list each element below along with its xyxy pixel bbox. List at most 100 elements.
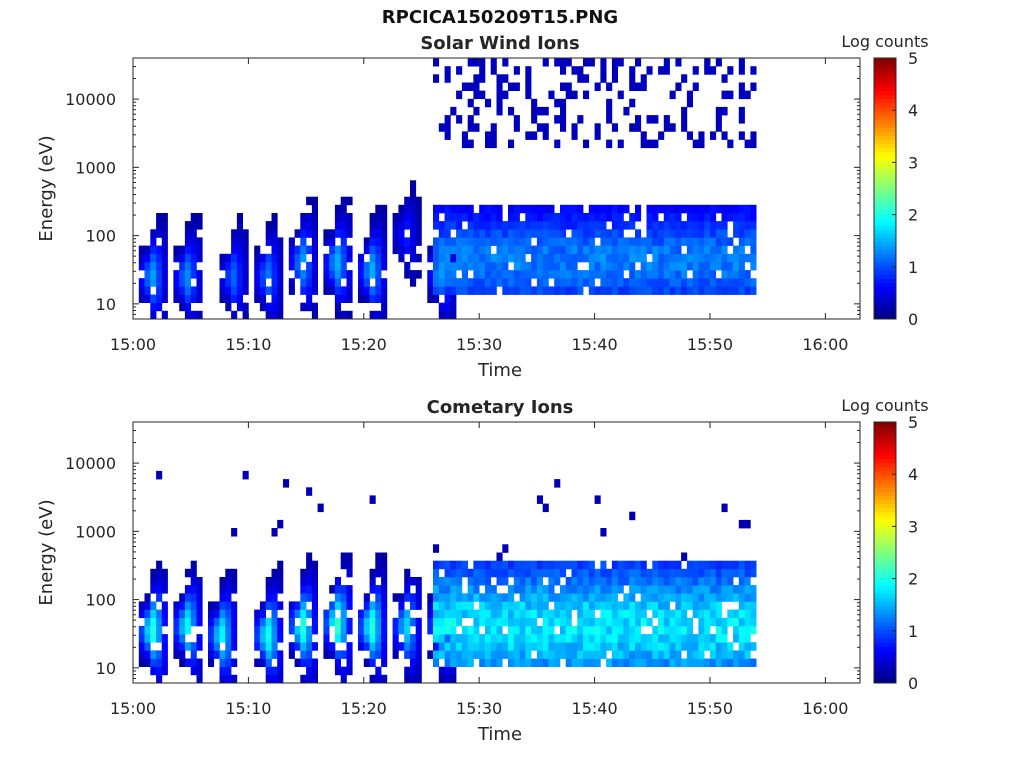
- heatmap-cell: [490, 286, 497, 295]
- heatmap-cell: [583, 229, 590, 238]
- heatmap-cell: [173, 278, 180, 287]
- plot-frame: [132, 57, 861, 320]
- heatmap-cell: [681, 237, 688, 246]
- colorbar-segment: [874, 666, 896, 672]
- heatmap-cell: [692, 601, 699, 610]
- heatmap-cell: [536, 213, 543, 222]
- heatmap-cell: [548, 286, 555, 295]
- heatmap-cell: [525, 204, 532, 214]
- heatmap-cell: [611, 593, 618, 602]
- heatmap-cell: [710, 601, 717, 610]
- heatmap-cell: [161, 601, 168, 610]
- heatmap-cell: [300, 609, 307, 619]
- heatmap-cell: [710, 270, 717, 279]
- heatmap-cell: [381, 310, 388, 320]
- heatmap-cell: [277, 666, 284, 676]
- heatmap-cell: [311, 674, 318, 684]
- heatmap-cell: [375, 650, 382, 659]
- heatmap-cell: [190, 568, 197, 578]
- heatmap-cell: [698, 650, 705, 659]
- heatmap-cell: [560, 286, 567, 295]
- heatmap-cell: [346, 642, 353, 651]
- heatmap-cell: [410, 270, 417, 279]
- heatmap-cell: [727, 253, 734, 263]
- heatmap-cell: [669, 650, 676, 659]
- heatmap-cell: [519, 642, 526, 651]
- colorbar-segment: [874, 111, 896, 116]
- heatmap-cell: [646, 270, 653, 279]
- heatmap-cell: [381, 213, 388, 222]
- heatmap-cell: [548, 617, 555, 627]
- heatmap-cell: [242, 253, 249, 263]
- heatmap-cell: [179, 617, 186, 627]
- heatmap-cell: [600, 204, 607, 214]
- heatmap-cell: [617, 245, 624, 255]
- heatmap-cell: [369, 585, 376, 594]
- heatmap-cell: [571, 642, 578, 651]
- heatmap-cell: [635, 229, 642, 238]
- heatmap-cell: [265, 617, 272, 627]
- heatmap-cell: [415, 634, 422, 643]
- heatmap-cell: [606, 270, 613, 279]
- heatmap-cell: [623, 278, 630, 287]
- colorbar-segment: [874, 286, 896, 291]
- heatmap-cell: [548, 609, 555, 619]
- heatmap-cell: [184, 585, 191, 594]
- heatmap-cell: [288, 278, 295, 287]
- heatmap-cell: [611, 270, 618, 279]
- heatmap-cell: [698, 221, 705, 230]
- heatmap-cell: [404, 213, 411, 222]
- heatmap-cell: [485, 609, 492, 619]
- heatmap-cell: [231, 568, 238, 578]
- heatmap-cell: [427, 601, 434, 610]
- heatmap-cell: [479, 658, 486, 667]
- heatmap-cell: [398, 245, 405, 255]
- heatmap-cell: [138, 634, 145, 643]
- heatmap-cell: [179, 294, 186, 303]
- heatmap-cell: [600, 625, 607, 635]
- heatmap-cell: [490, 123, 497, 132]
- heatmap-cell: [577, 270, 584, 279]
- heatmap-cell: [346, 245, 353, 255]
- heatmap-cell: [692, 237, 699, 246]
- heatmap-cell: [617, 617, 624, 627]
- heatmap-cell: [265, 270, 272, 279]
- heatmap-cell: [433, 650, 440, 659]
- heatmap-cell: [681, 625, 688, 635]
- heatmap-cell: [571, 560, 578, 570]
- heatmap-cell: [231, 229, 238, 238]
- heatmap-cell: [306, 487, 313, 496]
- heatmap-cell: [669, 204, 676, 214]
- heatmap-cell: [392, 229, 399, 238]
- heatmap-cell: [502, 278, 509, 287]
- heatmap-cell: [715, 253, 722, 263]
- heatmap-cell: [663, 115, 670, 124]
- heatmap-cell: [363, 617, 370, 627]
- heatmap-cell: [190, 245, 197, 255]
- heatmap-cell: [485, 577, 492, 586]
- heatmap-cell: [219, 593, 226, 602]
- heatmap-cell: [502, 601, 509, 610]
- heatmap-cell: [346, 625, 353, 635]
- heatmap-cell: [675, 650, 682, 659]
- heatmap-cell: [190, 213, 197, 222]
- heatmap-cell: [311, 278, 318, 287]
- heatmap-cell: [663, 642, 670, 651]
- heatmap-cell: [381, 658, 388, 667]
- heatmap-cell: [375, 642, 382, 651]
- heatmap-cell: [542, 601, 549, 610]
- heatmap-cell: [513, 213, 520, 222]
- heatmap-cell: [225, 270, 232, 279]
- heatmap-cell: [565, 593, 572, 602]
- heatmap-cell: [496, 245, 503, 255]
- heatmap-cell: [231, 617, 238, 627]
- heatmap-cell: [490, 650, 497, 659]
- heatmap-cell: [692, 261, 699, 271]
- heatmap-cell: [658, 585, 665, 594]
- heatmap-cell: [738, 278, 745, 287]
- heatmap-cell: [629, 74, 636, 83]
- heatmap-cell: [144, 261, 151, 271]
- heatmap-cell: [652, 115, 659, 124]
- heatmap-cell: [663, 625, 670, 635]
- heatmap-cell: [438, 253, 445, 263]
